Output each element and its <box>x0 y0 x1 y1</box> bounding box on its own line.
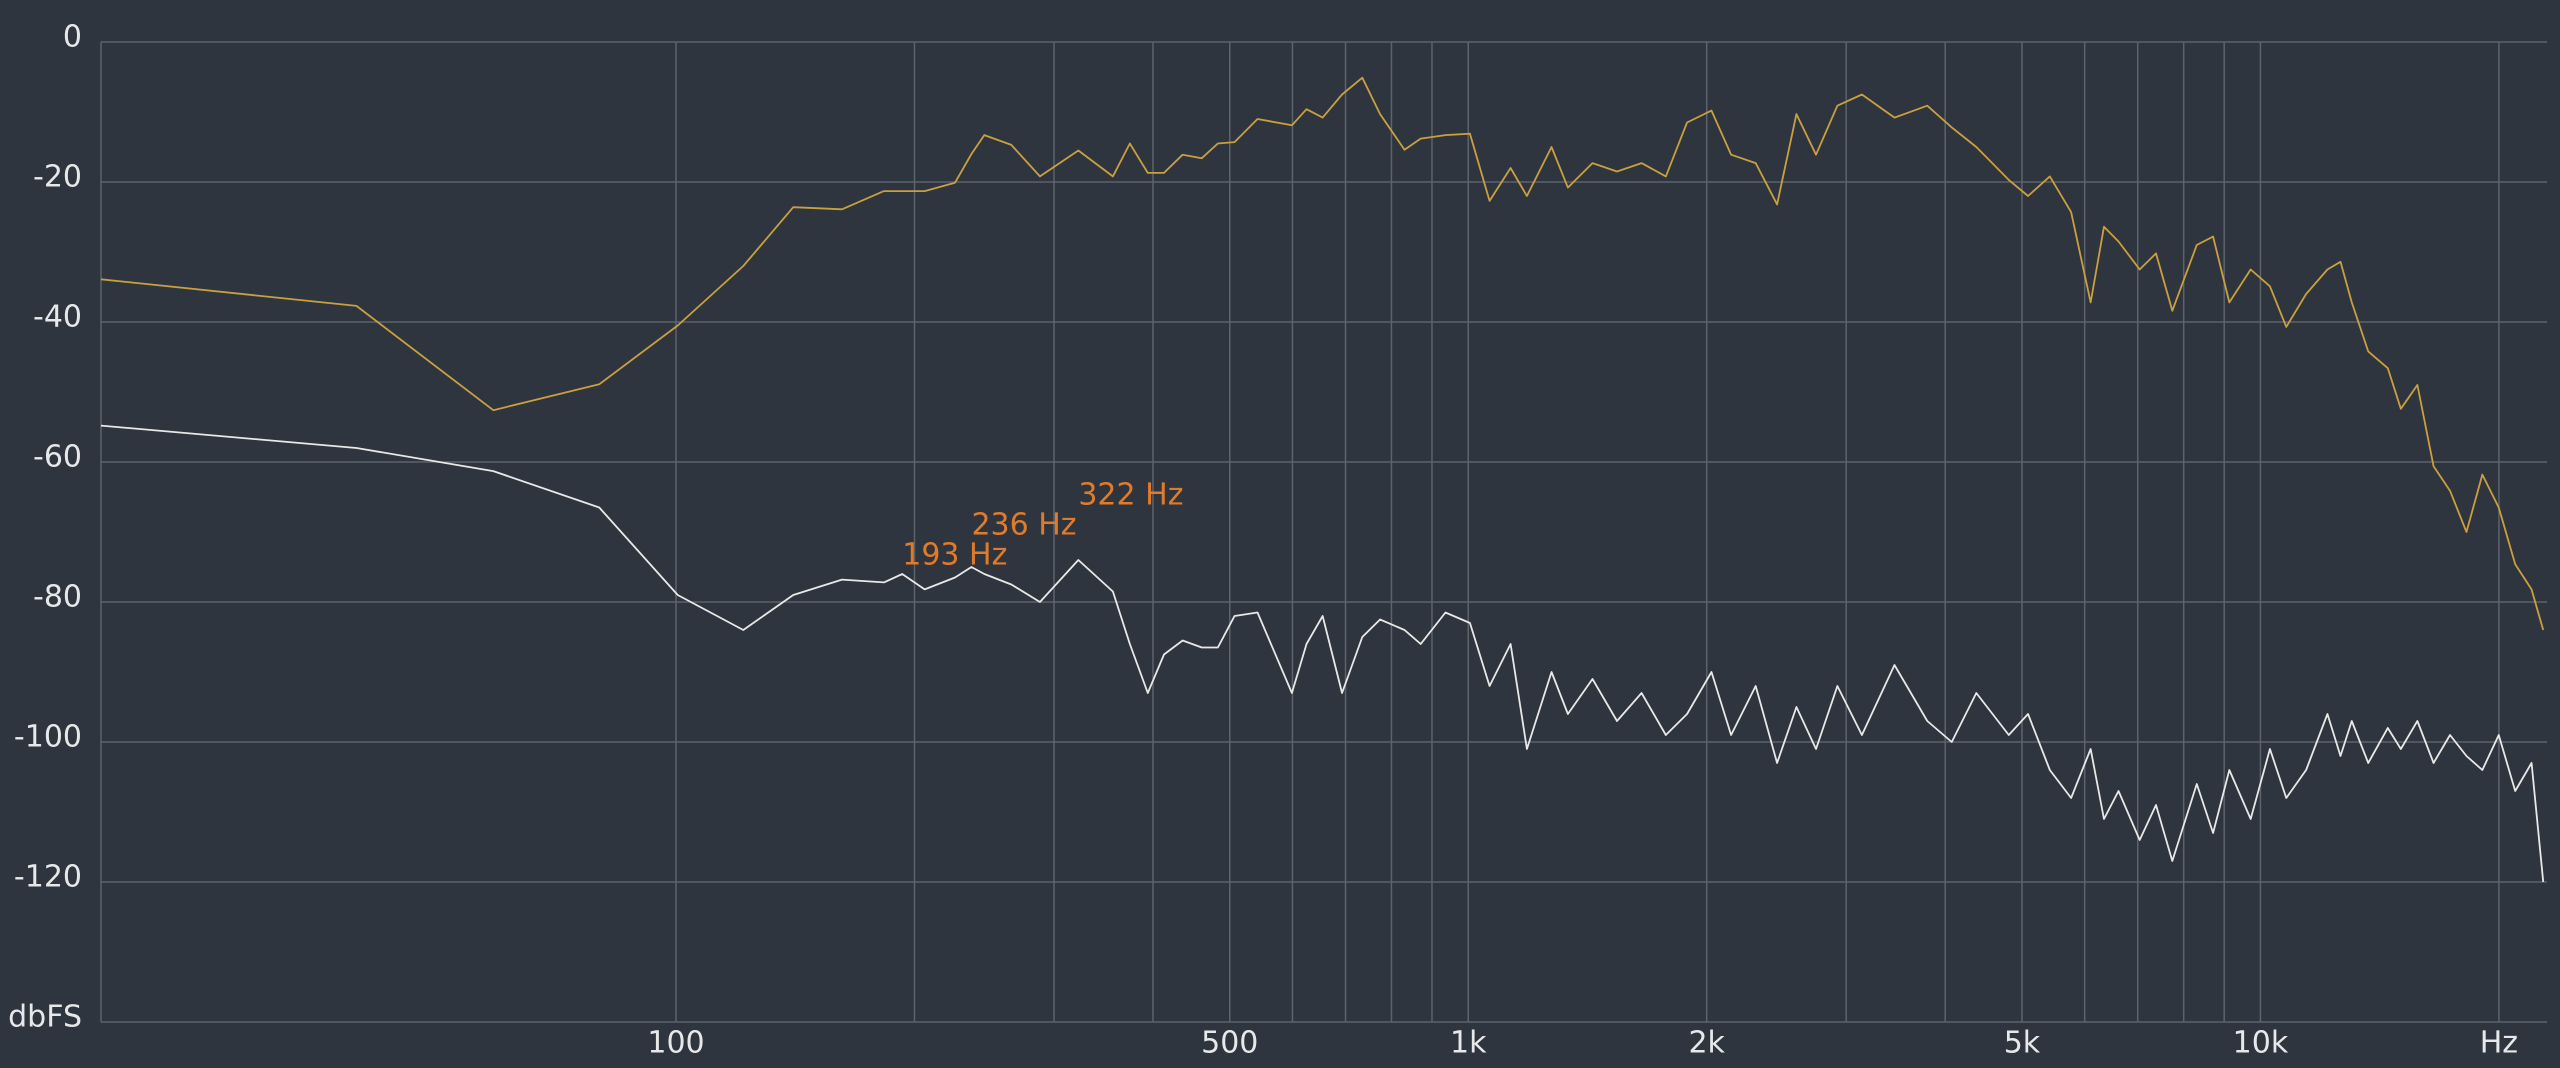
y-tick-label: dbFS <box>8 1000 82 1035</box>
y-tick-label: 0 <box>63 20 82 55</box>
x-tick-label: 1k <box>1450 1026 1487 1061</box>
x-tick-label: 10k <box>2233 1026 2289 1061</box>
y-tick-label: -40 <box>33 300 82 335</box>
peak-annotation: 322 Hz <box>1078 478 1183 513</box>
y-tick-label: -100 <box>14 720 82 755</box>
x-tick-label: Hz <box>2480 1026 2518 1061</box>
y-tick-label: -60 <box>33 440 82 475</box>
y-tick-label: -80 <box>33 580 82 615</box>
series-line <box>100 76 2545 631</box>
y-tick-label: -120 <box>14 860 82 895</box>
x-tick-label: 100 <box>647 1026 704 1061</box>
series-line <box>100 424 2545 883</box>
x-tick-label: 2k <box>1688 1026 1725 1061</box>
peak-annotation: 236 Hz <box>971 508 1076 543</box>
y-tick-label: -20 <box>33 160 82 195</box>
peak-annotation: 193 Hz <box>902 538 1007 573</box>
x-tick-label: 500 <box>1201 1026 1258 1061</box>
x-tick-label: 5k <box>2004 1026 2041 1061</box>
